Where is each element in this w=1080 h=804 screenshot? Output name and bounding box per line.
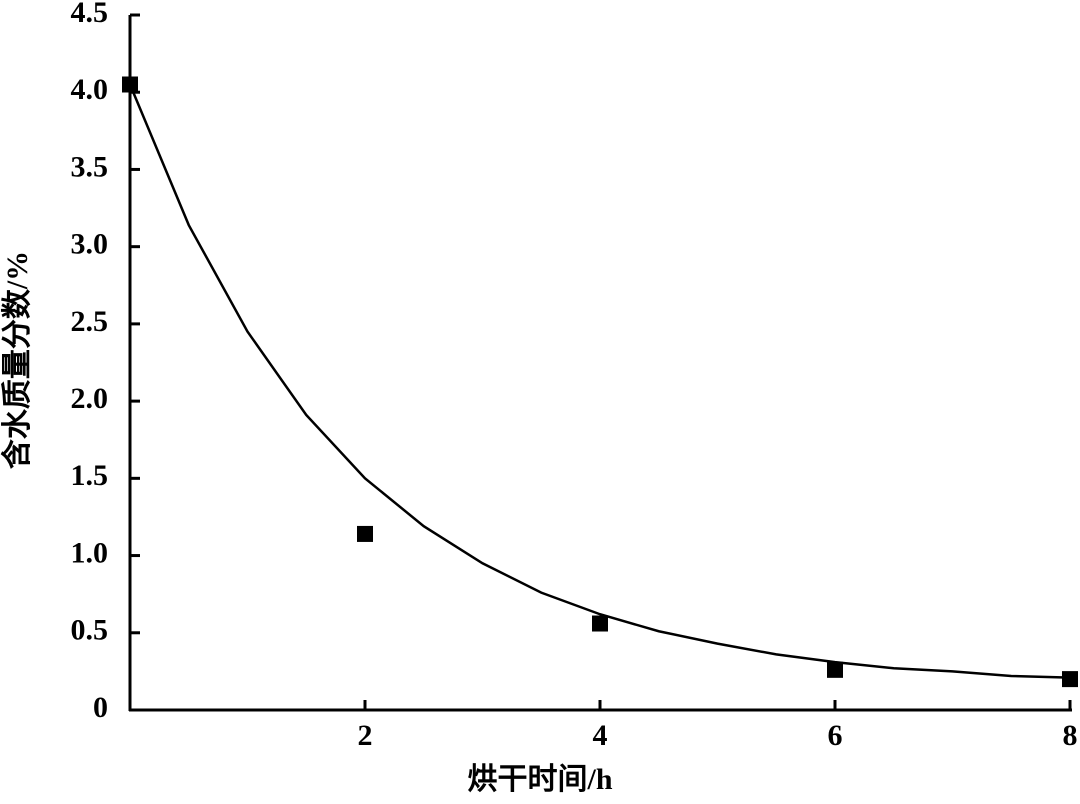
x-tick-label: 8 <box>1063 719 1078 752</box>
x-tick-label: 4 <box>593 719 608 752</box>
fit-curve <box>128 84 1071 679</box>
y-tick-label: 1.0 <box>71 536 109 569</box>
y-tick-label: 2.5 <box>71 305 109 338</box>
x-axis-title: 烘干时间/h <box>467 763 612 796</box>
data-point <box>357 525 373 542</box>
data-point <box>592 615 608 632</box>
y-tick-label: 0 <box>93 691 108 724</box>
data-point <box>1062 671 1078 688</box>
x-tick-label: 6 <box>828 719 843 752</box>
y-tick-label: 0.5 <box>71 614 109 647</box>
y-tick-label: 1.5 <box>71 459 109 492</box>
y-tick-label: 4.5 <box>71 0 109 29</box>
data-point <box>827 661 843 678</box>
y-axis-title: 含水质量分数/% <box>0 251 34 469</box>
y-tick-label: 3.0 <box>71 228 109 261</box>
y-tick-label: 3.5 <box>71 150 109 183</box>
y-tick-label: 4.0 <box>71 73 109 106</box>
y-tick-label: 2.0 <box>71 382 109 415</box>
x-tick-label: 2 <box>358 719 373 752</box>
